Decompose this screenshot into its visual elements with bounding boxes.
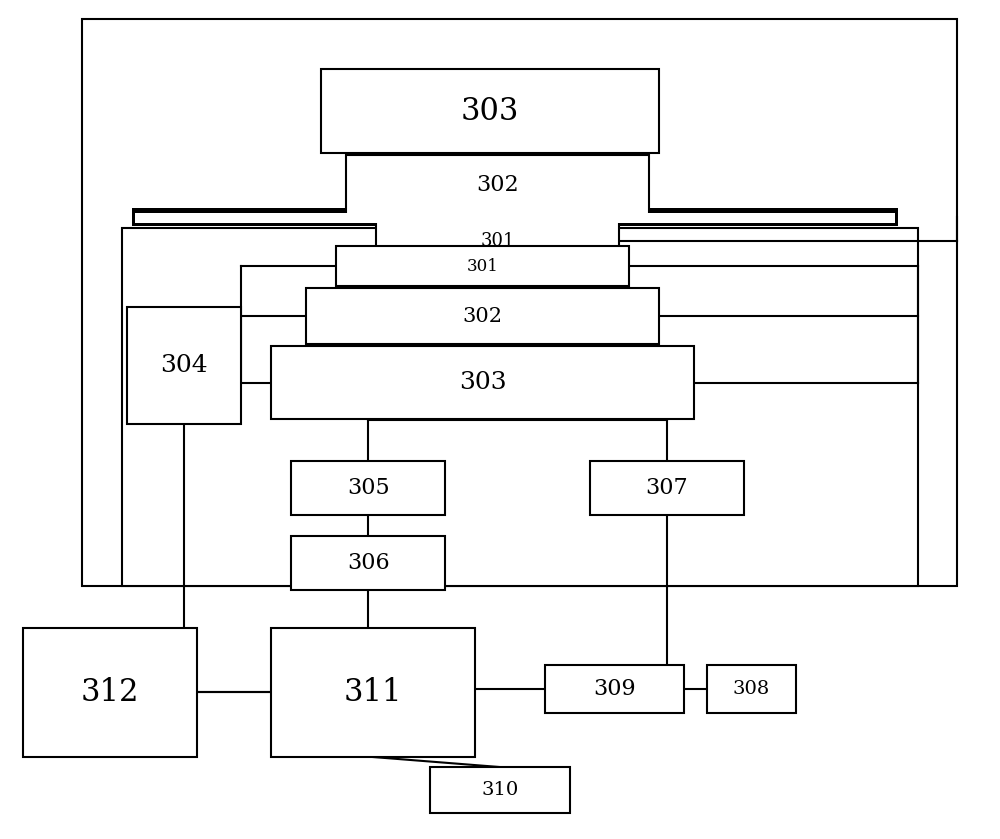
Text: 303: 303 [459, 372, 506, 394]
Bar [306, 288, 659, 345]
Text: 302: 302 [476, 175, 519, 196]
Text: 303: 303 [461, 96, 519, 127]
Text: 306: 306 [347, 552, 390, 574]
Bar [291, 536, 445, 591]
Bar [291, 461, 445, 515]
Text: 301: 301 [480, 232, 515, 250]
Text: 304: 304 [160, 354, 208, 377]
Bar [271, 347, 694, 420]
Bar [376, 217, 619, 265]
Bar [82, 19, 957, 586]
Text: 310: 310 [481, 781, 519, 799]
Bar [132, 208, 898, 227]
Text: 305: 305 [347, 477, 390, 499]
Bar [346, 155, 649, 216]
Text: 301: 301 [467, 258, 499, 274]
Text: 312: 312 [80, 677, 139, 708]
Bar [545, 664, 684, 713]
Text: 309: 309 [593, 678, 636, 700]
Bar [430, 767, 570, 813]
Bar [321, 70, 659, 153]
Bar [135, 213, 895, 223]
Bar [271, 628, 475, 757]
Bar [336, 246, 629, 286]
Bar [122, 228, 918, 586]
Bar [127, 307, 241, 424]
Text: 302: 302 [463, 306, 503, 326]
Text: 307: 307 [645, 477, 688, 499]
Bar [590, 461, 744, 515]
Bar [707, 664, 796, 713]
Text: 311: 311 [344, 677, 402, 708]
Text: 308: 308 [733, 680, 770, 698]
Bar [23, 628, 197, 757]
